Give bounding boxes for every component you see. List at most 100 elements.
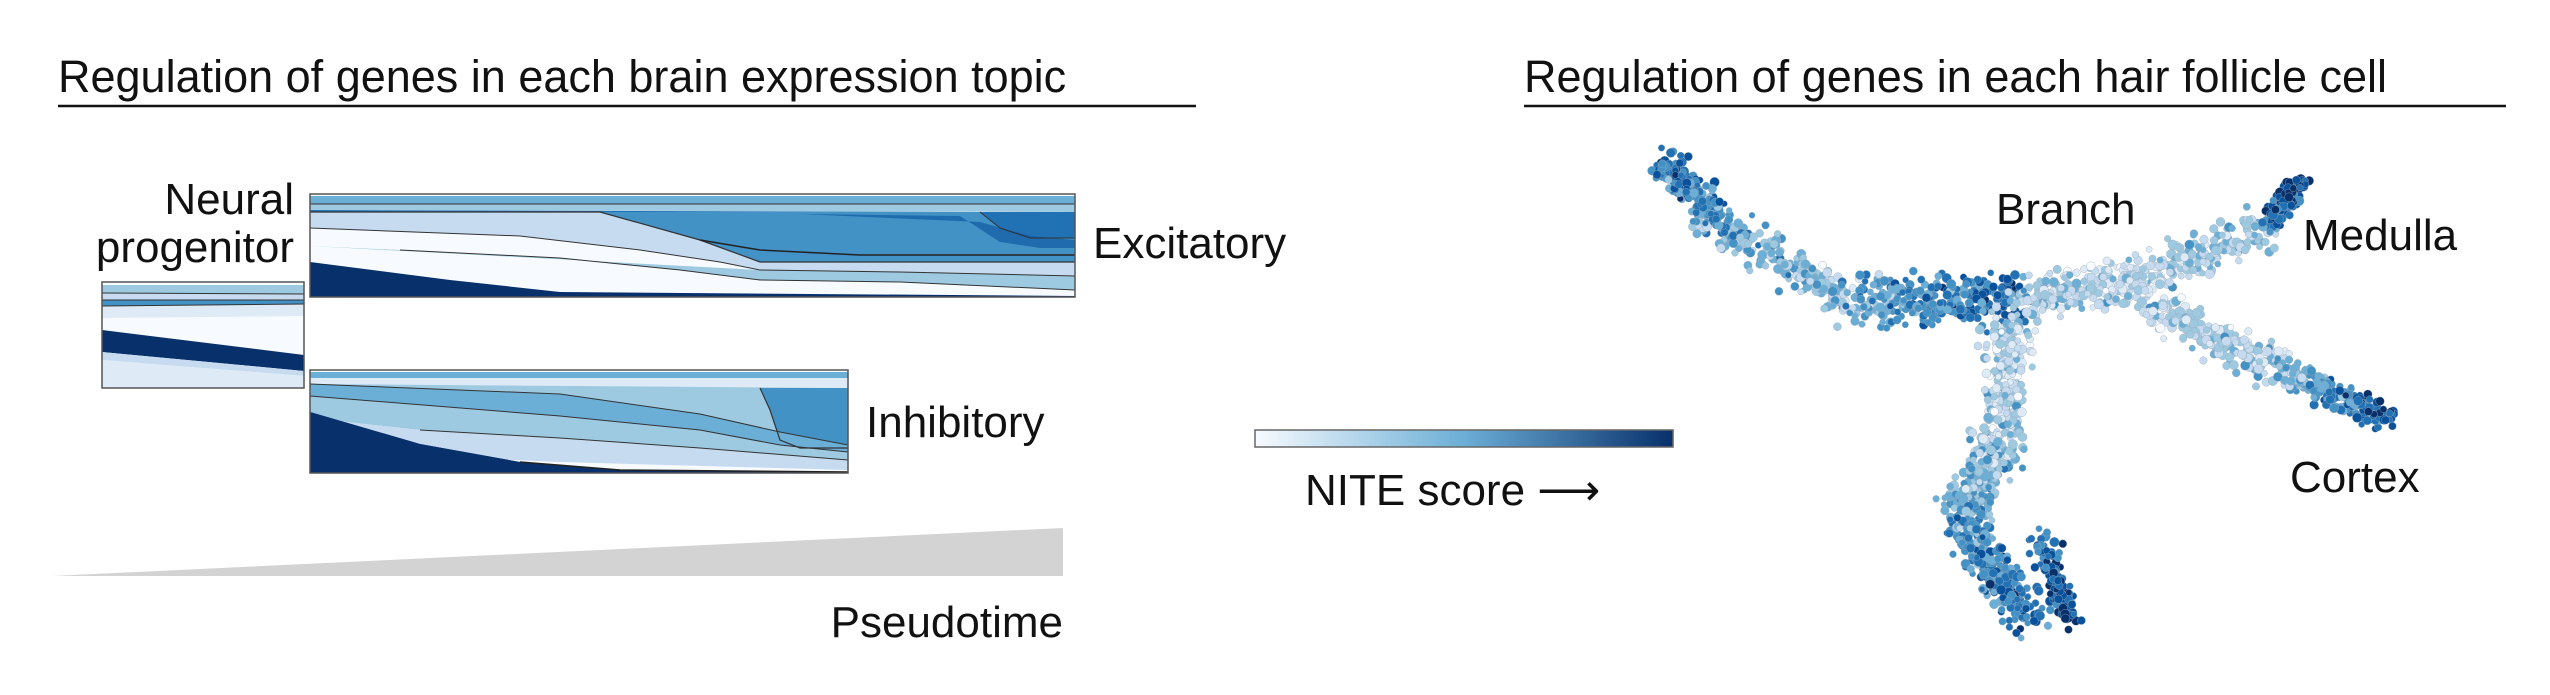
cell-point — [1785, 271, 1792, 279]
cell-point — [2028, 348, 2037, 357]
cell-point — [1748, 212, 1756, 219]
cell-point — [1996, 584, 2007, 595]
cell-point — [2206, 340, 2214, 348]
cell-point — [2052, 264, 2062, 274]
cell-point — [2147, 272, 2157, 281]
cell-point — [1989, 535, 1997, 542]
cell-point — [1966, 564, 1975, 574]
cell-point — [1979, 533, 1986, 541]
cell-point — [1715, 197, 1724, 207]
cell-point — [1856, 294, 1866, 304]
cell-point — [2385, 409, 2394, 418]
cell-point — [1975, 448, 1984, 457]
cell-point — [1879, 318, 1886, 326]
cell-point — [2046, 269, 2054, 277]
cell-point — [2123, 292, 2133, 301]
cell-point — [1664, 175, 1673, 184]
cell-point — [1988, 568, 1998, 578]
cell-point — [2014, 337, 2022, 344]
cell-point — [1731, 249, 1739, 257]
cell-point — [1676, 151, 1685, 160]
cell-point — [1983, 329, 1991, 336]
cell-point — [1989, 599, 2000, 609]
cell-point — [1976, 509, 1986, 520]
cell-point — [1683, 152, 1693, 162]
cell-point — [2005, 400, 2013, 407]
cell-point — [1780, 260, 1789, 269]
cell-point — [1808, 264, 1817, 273]
cell-point — [2141, 286, 2150, 295]
cell-point — [1998, 617, 2007, 626]
cell-point — [1833, 322, 1842, 331]
cell-point — [2269, 196, 2277, 204]
cell-point — [1998, 328, 2005, 335]
cell-point — [2089, 294, 2098, 303]
cell-point — [2056, 313, 2064, 321]
cell-point — [2043, 621, 2053, 630]
cell-point — [2002, 274, 2013, 284]
cell-point — [2244, 327, 2253, 336]
cell-point — [1922, 307, 1932, 318]
cell-point — [2177, 272, 2185, 280]
cell-point — [2020, 445, 2028, 454]
cell-point — [1981, 368, 1992, 379]
cell-point — [2028, 363, 2036, 371]
cell-point — [1698, 196, 1707, 206]
cell-point — [1961, 506, 1971, 516]
cell-point — [1940, 505, 1950, 516]
cell-point — [1969, 456, 1977, 464]
cell-point — [2006, 477, 2014, 484]
cell-point — [2267, 337, 2276, 345]
cell-point — [2261, 369, 2268, 377]
cell-point — [1657, 159, 1667, 169]
cell-point — [1983, 354, 1991, 363]
cell-point — [2131, 251, 2140, 259]
cell-point — [2007, 340, 2017, 349]
cell-point — [1657, 144, 1665, 152]
cell-point — [2269, 243, 2279, 253]
cell-point — [2005, 623, 2014, 631]
cell-point — [2239, 335, 2249, 345]
cell-point — [2250, 221, 2260, 231]
cell-point — [2275, 362, 2283, 370]
cell-point — [1990, 320, 2000, 330]
cell-point — [1901, 321, 1909, 329]
cell-point — [1958, 493, 1969, 504]
cell-point — [2031, 327, 2039, 335]
cell-point — [2145, 260, 2155, 271]
cell-point — [2025, 271, 2033, 279]
cell-point — [1964, 533, 1973, 543]
cell-point — [1884, 308, 1891, 316]
cell-point — [2058, 539, 2068, 548]
cell-point — [2199, 234, 2209, 244]
cell-point — [2048, 277, 2059, 287]
cell-point — [1908, 309, 1916, 317]
cell-point — [2065, 291, 2072, 298]
cell-point — [2006, 366, 2014, 375]
cell-point — [1743, 239, 1752, 248]
cell-point — [2347, 383, 2355, 391]
cell-point — [1775, 247, 1785, 257]
neural-progenitor-frame — [101, 281, 305, 389]
cell-point — [1985, 579, 1995, 590]
cortex-label: Cortex — [2290, 453, 2420, 502]
cell-point — [2189, 231, 2197, 239]
cell-point — [2166, 268, 2174, 277]
cell-point — [1986, 445, 1996, 455]
cell-point — [1965, 312, 1976, 323]
cell-point — [1682, 188, 1691, 197]
cell-point — [2345, 398, 2354, 407]
cell-point — [1869, 280, 1878, 289]
cell-point — [2329, 403, 2339, 413]
inhibitory-streamgraph — [310, 370, 848, 473]
cell-point — [2274, 355, 2282, 362]
cell-point — [1692, 229, 1702, 239]
cell-point — [1981, 385, 1989, 394]
cell-point — [2164, 235, 2172, 243]
cell-point — [2025, 549, 2034, 558]
cell-point — [1971, 524, 1981, 534]
cell-point — [1946, 279, 1957, 290]
cell-point — [2084, 290, 2091, 298]
cell-point — [2094, 289, 2103, 298]
cell-point — [2188, 344, 2196, 352]
